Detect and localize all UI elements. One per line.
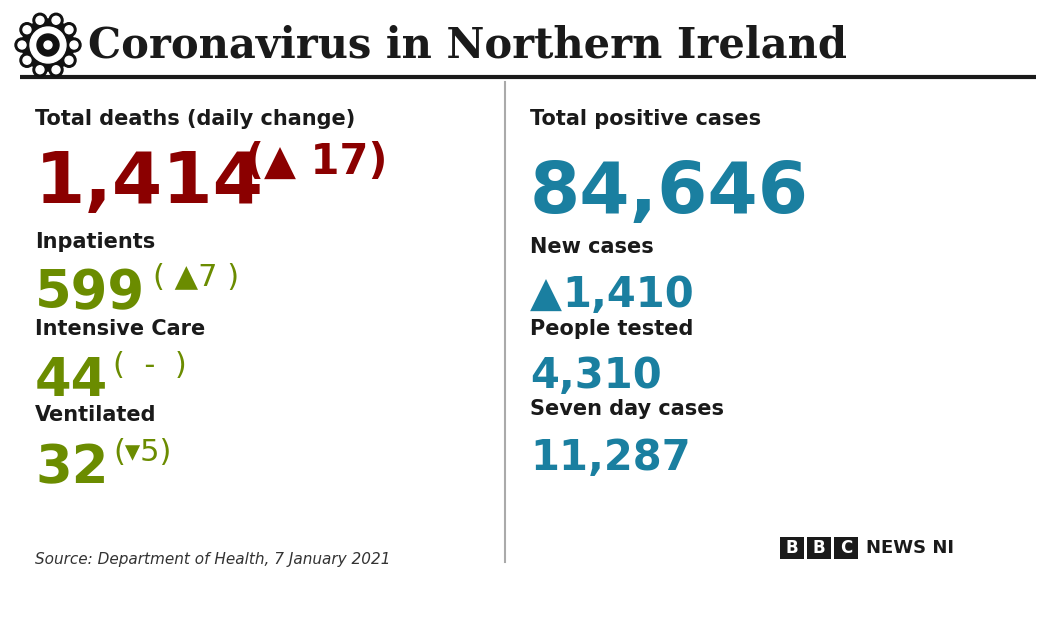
Text: ( ▲7 ): ( ▲7 ) [153,263,239,292]
Text: B: B [813,539,826,557]
Text: 84,646: 84,646 [530,159,809,228]
FancyBboxPatch shape [834,537,857,559]
FancyBboxPatch shape [780,537,804,559]
Circle shape [30,27,65,63]
Text: Source: Department of Health, 7 January 2021: Source: Department of Health, 7 January … [35,552,391,567]
Circle shape [20,53,34,67]
Text: ▲: ▲ [530,274,562,316]
Circle shape [52,16,60,24]
Circle shape [67,38,81,52]
Circle shape [44,41,52,49]
Text: People tested: People tested [530,319,694,339]
Circle shape [37,34,59,56]
Text: NEWS NI: NEWS NI [866,539,954,557]
Text: C: C [840,539,852,557]
Circle shape [52,66,60,74]
Circle shape [33,63,46,76]
Text: 44: 44 [35,355,109,407]
Circle shape [20,23,34,37]
Circle shape [22,19,74,71]
Text: New cases: New cases [530,237,654,257]
FancyBboxPatch shape [807,537,831,559]
Circle shape [23,26,31,34]
Circle shape [62,53,76,67]
Circle shape [36,66,44,74]
Text: 1,410: 1,410 [562,274,694,316]
Text: 1,414: 1,414 [35,149,264,218]
Text: (▲ 17): (▲ 17) [245,141,388,183]
Text: (▾5): (▾5) [113,438,171,467]
Text: B: B [786,539,798,557]
Text: Coronavirus in Northern Ireland: Coronavirus in Northern Ireland [88,24,847,66]
Circle shape [33,13,46,27]
Text: 32: 32 [35,442,109,494]
Circle shape [70,41,78,49]
Text: Total positive cases: Total positive cases [530,109,761,129]
Circle shape [49,63,63,76]
Circle shape [15,38,29,52]
Circle shape [36,16,44,24]
Text: (  -  ): ( - ) [113,351,187,380]
Circle shape [49,13,63,27]
Text: 4,310: 4,310 [530,355,662,397]
Circle shape [18,41,26,49]
Text: Total deaths (daily change): Total deaths (daily change) [35,109,355,129]
Circle shape [65,26,73,34]
Text: Intensive Care: Intensive Care [35,319,205,339]
Circle shape [62,23,76,37]
Text: 599: 599 [35,267,145,319]
Text: Ventilated: Ventilated [35,405,156,425]
Circle shape [23,56,31,65]
Text: 11,287: 11,287 [530,437,691,479]
Text: Inpatients: Inpatients [35,232,155,252]
Text: Seven day cases: Seven day cases [530,399,724,419]
Circle shape [65,56,73,65]
